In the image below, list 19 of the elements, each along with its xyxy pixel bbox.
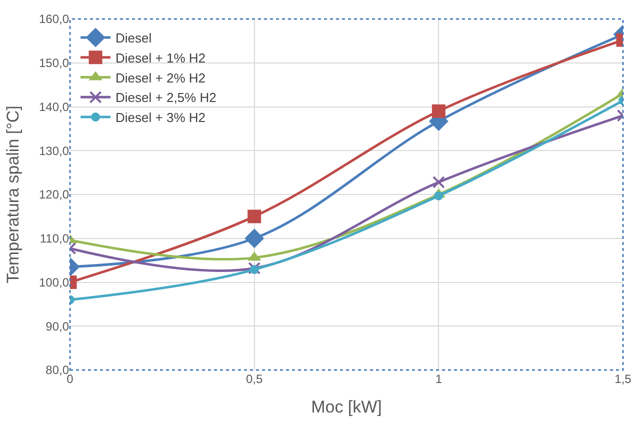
y-tick-label: 160,0 xyxy=(38,12,70,26)
legend-label: Diesel + 3% H2 xyxy=(116,110,206,126)
legend-label: Diesel + 2% H2 xyxy=(116,70,206,86)
y-tick-label: 100,0 xyxy=(38,275,70,290)
y-tick-label: 140,0 xyxy=(38,100,70,114)
legend-label: Diesel + 2,5% H2 xyxy=(116,90,216,106)
y-axis-title: Temperatura spalin [°C] xyxy=(4,106,23,284)
legend-label: Diesel xyxy=(116,30,152,46)
x-axis-title: Moc [kW] xyxy=(311,397,382,416)
y-tick-label: 150,0 xyxy=(38,56,70,70)
x-tick-label: 0 xyxy=(66,372,74,386)
y-tick-label: 90,0 xyxy=(46,319,70,334)
y-tick-label: 110,0 xyxy=(40,232,70,246)
x-tick-label: 1 xyxy=(435,372,442,386)
x-tick-label: 1,5 xyxy=(614,372,632,386)
legend-label: Diesel + 1% H2 xyxy=(116,50,206,66)
x-tick-label: 0,5 xyxy=(246,372,263,386)
y-tick-label: 130,0 xyxy=(38,144,70,158)
y-tick-label: 120,0 xyxy=(38,188,70,202)
